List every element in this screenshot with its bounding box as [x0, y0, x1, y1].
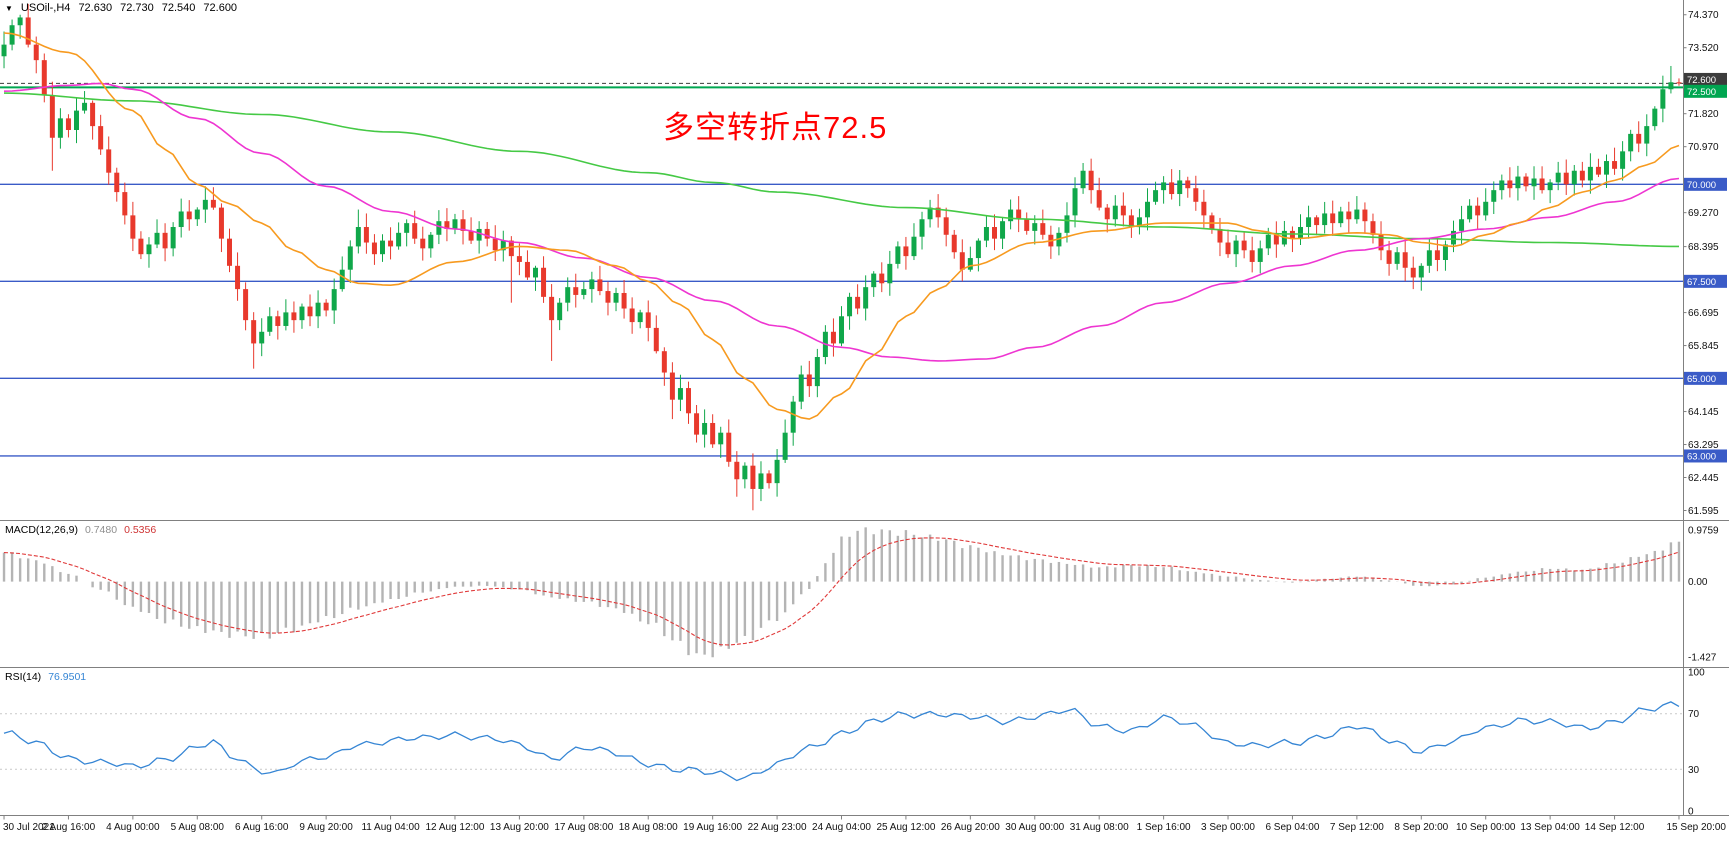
moving-averages-layer [3, 32, 1680, 420]
svg-text:9 Aug 20:00: 9 Aug 20:00 [299, 822, 353, 833]
svg-text:3 Sep 00:00: 3 Sep 00:00 [1201, 822, 1255, 833]
svg-text:8 Sep 20:00: 8 Sep 20:00 [1394, 822, 1448, 833]
svg-text:10 Sep 00:00: 10 Sep 00:00 [1456, 822, 1516, 833]
svg-text:72.500: 72.500 [1687, 87, 1716, 98]
svg-text:72.600: 72.600 [1687, 75, 1716, 86]
price-axis: 74.370 73.520 71.820 70.970 69.270 68.395 66.6… [1683, 10, 1727, 517]
svg-text:70.000: 70.000 [1687, 180, 1716, 191]
macd-main-value: 0.7480 [84, 524, 118, 536]
svg-text:15 Sep 20:00: 15 Sep 20:00 [1667, 822, 1727, 833]
svg-text:-1.427: -1.427 [1688, 652, 1717, 663]
svg-text:4 Aug 00:00: 4 Aug 00:00 [106, 822, 160, 833]
ohlc-close: 72.600 [203, 2, 238, 14]
candles-layer [1, 3, 1682, 511]
svg-text:71.820: 71.820 [1688, 109, 1719, 120]
svg-text:63.295: 63.295 [1688, 440, 1719, 451]
macd-indicator-label: MACD(12,26,9) 0.7480 0.5356 [5, 524, 156, 536]
svg-text:0.9759: 0.9759 [1688, 526, 1719, 537]
ma-fast-orange [3, 32, 1680, 420]
ohlc-high: 72.730 [120, 2, 154, 14]
svg-text:11 Aug 04:00: 11 Aug 04:00 [361, 822, 420, 833]
svg-text:0: 0 [1688, 807, 1694, 818]
macd-signal-value: 0.5356 [124, 524, 157, 536]
svg-text:62.445: 62.445 [1688, 473, 1719, 484]
svg-text:26 Aug 20:00: 26 Aug 20:00 [941, 822, 1000, 833]
pane-frame [0, 0, 1729, 816]
rsi-axis: 100 70 30 0 [1688, 668, 1705, 818]
macd-layer [2, 527, 1681, 658]
svg-text:25 Aug 12:00: 25 Aug 12:00 [876, 822, 935, 833]
ma-slow-green [3, 92, 1679, 248]
symbol-dropdown-icon[interactable]: ▼ [5, 3, 13, 13]
svg-text:31 Aug 08:00: 31 Aug 08:00 [1070, 822, 1129, 833]
horizontal-lines-layer [0, 82, 1683, 457]
symbol-info: ▼ USOil-,H4 72.630 72.730 72.540 72.600 [5, 2, 237, 14]
svg-text:70: 70 [1688, 709, 1700, 720]
annotation-text[interactable]: 多空转折点72.5 [663, 110, 888, 145]
svg-text:30 Aug 00:00: 30 Aug 00:00 [1005, 822, 1064, 833]
svg-text:14 Sep 12:00: 14 Sep 12:00 [1585, 822, 1645, 833]
svg-text:65.000: 65.000 [1687, 374, 1716, 385]
svg-text:0.00: 0.00 [1688, 577, 1708, 588]
svg-text:24 Aug 04:00: 24 Aug 04:00 [812, 822, 871, 833]
svg-text:22 Aug 23:00: 22 Aug 23:00 [748, 822, 807, 833]
svg-text:69.270: 69.270 [1688, 208, 1719, 219]
svg-text:67.500: 67.500 [1687, 277, 1716, 288]
svg-text:18 Aug 08:00: 18 Aug 08:00 [619, 822, 678, 833]
svg-text:73.520: 73.520 [1688, 43, 1719, 54]
symbol-name: USOil-,H4 [20, 2, 71, 14]
svg-text:13 Aug 20:00: 13 Aug 20:00 [490, 822, 549, 833]
svg-text:30: 30 [1688, 765, 1700, 776]
svg-text:100: 100 [1688, 668, 1705, 679]
macd-name: MACD(12,26,9) [5, 524, 78, 536]
svg-text:64.145: 64.145 [1688, 407, 1719, 418]
svg-text:30 Jul 2021: 30 Jul 2021 [3, 822, 55, 833]
svg-text:5 Aug 08:00: 5 Aug 08:00 [171, 822, 225, 833]
svg-text:66.695: 66.695 [1688, 308, 1719, 319]
svg-text:63.000: 63.000 [1687, 451, 1716, 462]
rsi-name: RSI(14) [5, 671, 42, 683]
ma-mid-magenta [3, 82, 1680, 362]
svg-text:1 Sep 16:00: 1 Sep 16:00 [1137, 822, 1191, 833]
svg-text:17 Aug 08:00: 17 Aug 08:00 [554, 822, 613, 833]
svg-text:7 Sep 12:00: 7 Sep 12:00 [1330, 822, 1384, 833]
macd-axis: 0.9759 0.00 -1.427 [1688, 526, 1719, 664]
svg-text:12 Aug 12:00: 12 Aug 12:00 [425, 822, 484, 833]
svg-text:13 Sep 04:00: 13 Sep 04:00 [1520, 822, 1580, 833]
svg-text:65.845: 65.845 [1688, 341, 1719, 352]
svg-text:19 Aug 16:00: 19 Aug 16:00 [683, 822, 742, 833]
svg-text:70.970: 70.970 [1688, 142, 1719, 153]
svg-text:74.370: 74.370 [1688, 10, 1719, 21]
ohlc-open: 72.630 [78, 2, 113, 14]
svg-text:2 Aug 16:00: 2 Aug 16:00 [42, 822, 96, 833]
rsi-layer [0, 701, 1683, 782]
rsi-indicator-label: RSI(14) 76.9501 [5, 671, 86, 683]
svg-text:61.595: 61.595 [1688, 506, 1719, 517]
ohlc-low: 72.540 [161, 2, 196, 14]
svg-text:6 Sep 04:00: 6 Sep 04:00 [1265, 822, 1319, 833]
svg-text:68.395: 68.395 [1688, 242, 1719, 253]
rsi-value: 76.9501 [48, 671, 87, 683]
svg-text:6 Aug 16:00: 6 Aug 16:00 [235, 822, 289, 833]
